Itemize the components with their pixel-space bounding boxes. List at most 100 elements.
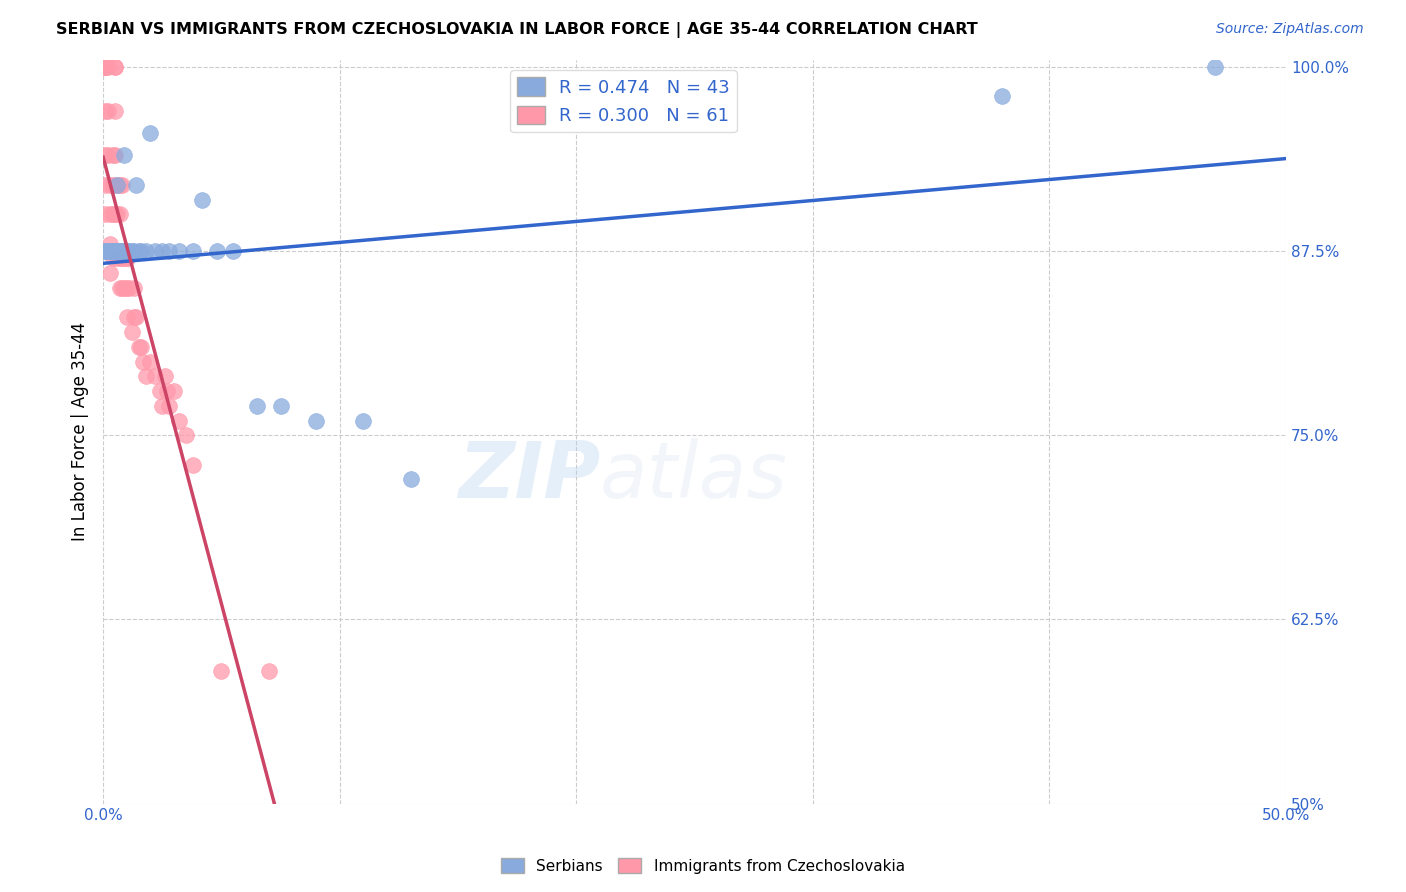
Point [181,244,204,259]
Point [105,178,128,192]
Text: Source: ZipAtlas.com: Source: ZipAtlas.com [1216,22,1364,37]
Point [104,148,127,162]
Point [105,207,128,221]
Point [108,244,131,259]
Point [167,244,190,259]
Point [222,244,245,259]
Point [112,281,135,295]
Point [94,207,117,221]
Point [111,281,134,295]
Point [112,252,135,266]
Point [128,244,150,259]
Legend: Serbians, Immigrants from Czechoslovakia: Serbians, Immigrants from Czechoslovakia [495,852,911,880]
Point [181,458,204,472]
Point [104,244,127,259]
Point [115,310,138,325]
Point [399,473,422,487]
Point [143,244,166,259]
Point [98,178,121,192]
Point [97,148,120,162]
Point [305,413,328,427]
Point [150,244,173,259]
Point [174,428,197,442]
Point [104,244,127,259]
Point [270,399,292,413]
Point [121,325,143,339]
Point [209,664,232,678]
Point [98,236,121,251]
Point [104,244,127,259]
Point [104,207,127,221]
Point [94,60,117,74]
Point [104,104,127,119]
Point [101,252,124,266]
Legend: R = 0.474   N = 43, R = 0.300   N = 61: R = 0.474 N = 43, R = 0.300 N = 61 [510,70,737,132]
Point [104,60,127,74]
Point [115,244,138,259]
Point [122,244,145,259]
Point [98,244,121,259]
Point [135,369,157,384]
Point [257,664,280,678]
Point [94,60,117,74]
Point [167,413,190,427]
Point [129,340,152,354]
Point [111,244,134,259]
Point [163,384,186,398]
Point [101,178,124,192]
Point [139,354,162,368]
Point [105,244,128,259]
Point [149,384,172,398]
Point [129,244,152,259]
Point [115,281,138,295]
Point [205,244,228,259]
Point [118,244,141,259]
Point [153,369,176,384]
Point [98,266,121,280]
Point [94,178,117,192]
Point [128,340,150,354]
Point [111,252,134,266]
Point [157,399,180,413]
Point [108,281,131,295]
Text: atlas: atlas [600,438,787,515]
Point [115,252,138,266]
Point [101,207,124,221]
Point [101,244,124,259]
Point [111,178,134,192]
Point [98,244,121,259]
Point [94,244,117,259]
Point [191,193,214,207]
Point [143,369,166,384]
Y-axis label: In Labor Force | Age 35-44: In Labor Force | Age 35-44 [72,322,89,541]
Point [112,244,135,259]
Point [94,60,117,74]
Point [139,126,162,140]
Point [125,178,148,192]
Point [105,178,128,192]
Text: ZIP: ZIP [458,438,600,515]
Point [150,399,173,413]
Point [94,104,117,119]
Point [108,244,131,259]
Point [122,310,145,325]
Point [115,244,138,259]
Point [246,399,269,413]
Point [104,60,127,74]
Point [111,244,134,259]
Text: SERBIAN VS IMMIGRANTS FROM CZECHOSLOVAKIA IN LABOR FORCE | AGE 35-44 CORRELATION: SERBIAN VS IMMIGRANTS FROM CZECHOSLOVAKI… [56,22,979,38]
Point [125,310,148,325]
Point [97,104,120,119]
Point [121,244,143,259]
Point [1204,60,1226,74]
Point [101,148,124,162]
Point [112,148,135,162]
Point [156,384,179,398]
Point [132,354,155,368]
Point [122,281,145,295]
Point [97,244,120,259]
Point [352,413,374,427]
Point [118,281,141,295]
Point [108,207,131,221]
Point [101,244,124,259]
